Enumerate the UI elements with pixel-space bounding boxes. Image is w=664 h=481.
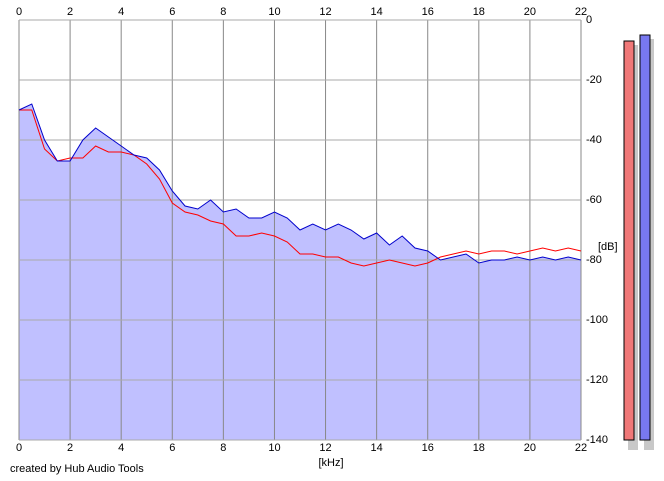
x-tick-label-top: 14 bbox=[371, 6, 383, 18]
area-fill bbox=[19, 104, 581, 440]
x-tick-label-top: 0 bbox=[16, 6, 22, 18]
credit: created by Hub Audio Tools bbox=[10, 463, 144, 475]
x-tick-label: 22 bbox=[575, 442, 587, 454]
x-tick-label-top: 2 bbox=[67, 6, 73, 18]
x-axis-label: [kHz] bbox=[318, 457, 343, 469]
x-tick-label: 10 bbox=[268, 442, 280, 454]
x-tick-label-top: 10 bbox=[268, 6, 280, 18]
x-tick-label: 18 bbox=[473, 442, 485, 454]
y-axis-label: [dB] bbox=[598, 241, 618, 253]
y-tick-label: -40 bbox=[586, 134, 602, 146]
x-tick-label: 2 bbox=[67, 442, 73, 454]
y-tick-label: -60 bbox=[586, 194, 602, 206]
x-tick-label: 0 bbox=[16, 442, 22, 454]
y-tick-label: -20 bbox=[586, 74, 602, 86]
level-bar bbox=[623, 40, 635, 441]
y-tick-label: 0 bbox=[586, 14, 592, 26]
x-tick-label-top: 12 bbox=[319, 6, 331, 18]
x-tick-label: 14 bbox=[371, 442, 383, 454]
x-tick-label-top: 20 bbox=[524, 6, 536, 18]
x-tick-label-top: 6 bbox=[169, 6, 175, 18]
x-tick-label-top: 22 bbox=[575, 6, 587, 18]
x-tick-label: 16 bbox=[422, 442, 434, 454]
x-tick-label: 6 bbox=[169, 442, 175, 454]
x-tick-label-top: 4 bbox=[118, 6, 124, 18]
level-bar bbox=[639, 34, 651, 441]
y-tick-label: -120 bbox=[586, 374, 608, 386]
x-tick-label-top: 16 bbox=[422, 6, 434, 18]
y-tick-label: -140 bbox=[586, 434, 608, 446]
spectrum-line bbox=[18, 103, 582, 264]
y-tick-label: -80 bbox=[586, 254, 602, 266]
x-tick-label: 8 bbox=[220, 442, 226, 454]
spectrum-line bbox=[19, 109, 582, 267]
x-tick-label-top: 8 bbox=[220, 6, 226, 18]
x-tick-label: 20 bbox=[524, 442, 536, 454]
x-tick-label: 12 bbox=[319, 442, 331, 454]
y-tick-label: -100 bbox=[586, 314, 608, 326]
x-tick-label: 4 bbox=[118, 442, 124, 454]
x-tick-label-top: 18 bbox=[473, 6, 485, 18]
